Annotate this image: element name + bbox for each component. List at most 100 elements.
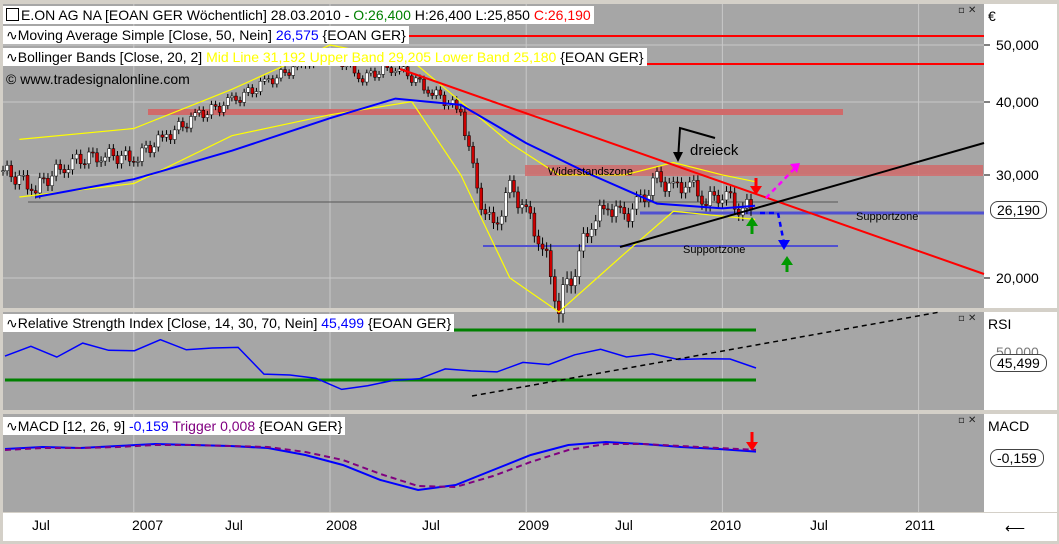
candle-body (479, 187, 483, 210)
candle-body (671, 181, 676, 184)
instrument-label: E.ON AG NA [EOAN GER Wöchentlich] 28.03.… (21, 7, 354, 23)
pane-window-buttons[interactable]: ▫ ✕ (958, 313, 977, 324)
candle-body (360, 78, 365, 83)
candle-body (74, 153, 79, 160)
candle-body (675, 181, 680, 184)
candle-body (266, 78, 271, 80)
candle-body (201, 110, 206, 118)
open-value: O:26,400 (353, 7, 411, 23)
candle-body (663, 181, 667, 192)
candle-body (475, 162, 479, 189)
macd-value: -0,159 (129, 418, 169, 434)
candle-body (700, 195, 704, 205)
dreieck-arrow (677, 126, 716, 161)
pane-window-buttons[interactable]: ▫ ✕ (958, 415, 977, 426)
candle-body (123, 150, 128, 156)
candle-body (708, 191, 712, 206)
x-tick-label: Jul (225, 517, 243, 533)
dreieck-label: dreieck (690, 142, 739, 159)
rsi-suffix: {EOAN GER} (364, 315, 452, 331)
candle-body (459, 108, 463, 113)
candle-body (577, 250, 582, 277)
candle-body (275, 77, 279, 85)
supportzone-label-2: Supportzone (683, 244, 745, 256)
candle-body (483, 209, 488, 215)
rsi-legend: ∿Relative Strength Index [Close, 14, 30,… (3, 314, 455, 332)
candle-body (87, 151, 91, 164)
resize-arrow-icon[interactable]: ⟵ (1005, 520, 1026, 536)
candle-body (62, 169, 67, 174)
price-tick: 40,000 (996, 94, 1039, 110)
candle-body (630, 208, 635, 222)
candle-body (25, 174, 30, 190)
candle-body (242, 92, 246, 103)
price-axis[interactable] (984, 4, 1057, 308)
dreieck-arrowhead (673, 152, 683, 162)
candle-body (99, 160, 103, 163)
bb-suffix: {EOAN GER} (556, 49, 644, 65)
x-tick-label: Jul (615, 517, 633, 533)
candle-body (377, 74, 381, 78)
candle-body (463, 111, 467, 136)
candle-body (683, 186, 688, 194)
wave-icon: ∿ (6, 418, 18, 434)
price-tick: 30,000 (996, 167, 1039, 183)
candle-body (291, 66, 295, 76)
candle-body (70, 158, 75, 170)
pink-arrowhead (790, 163, 800, 173)
candle-body (356, 72, 361, 80)
candle-body (614, 205, 618, 217)
x-axis (3, 513, 1057, 541)
sma-suffix: {EOAN GER} (318, 27, 406, 43)
candle-body (38, 177, 42, 194)
candle-body (401, 66, 406, 70)
candle-body (504, 192, 508, 217)
macd-name: MACD [12, 26, 9] (17, 418, 130, 434)
candle-body (602, 205, 606, 210)
x-tick-label: Jul (810, 517, 828, 533)
candle-body (610, 209, 614, 217)
candle-body (410, 75, 414, 83)
candle-body (467, 135, 471, 147)
candle-body (426, 89, 430, 94)
candle-body (365, 72, 369, 83)
candle-body (103, 156, 107, 162)
sma-legend: ∿Moving Average Simple [Close, 50, Nein]… (3, 26, 409, 44)
candle-body (598, 205, 602, 222)
pane-window-buttons[interactable]: ▫ ✕ (958, 5, 977, 16)
macd-value-tag: -0,159 (990, 449, 1044, 467)
candle-body (438, 89, 443, 96)
candle-body (724, 191, 729, 201)
candle-body (704, 203, 708, 206)
candle-body (107, 148, 112, 158)
candle-body (381, 65, 385, 75)
candle-body (692, 180, 696, 183)
candle-body (720, 199, 725, 204)
candle-body (667, 182, 672, 192)
candle-body (618, 205, 622, 208)
wave-icon: ∿ (6, 49, 18, 65)
candle-body (557, 300, 561, 314)
lower-bollinger-band (19, 101, 756, 313)
blue-arrowhead (778, 240, 790, 250)
candle-body (132, 161, 136, 163)
candle-body (414, 77, 418, 83)
candle-body (262, 78, 267, 82)
candle-body (168, 134, 173, 140)
green-up-arrowhead (746, 217, 758, 226)
candle-body (569, 278, 573, 286)
candle-body (520, 204, 524, 209)
candle-body (271, 78, 275, 85)
candle-body (553, 276, 557, 302)
candle-body (197, 110, 201, 114)
upper-bollinger-band (19, 44, 756, 183)
x-tick-label: 2008 (326, 517, 358, 533)
red-down-arrowhead-macd (746, 442, 758, 451)
candle-body (659, 171, 663, 183)
macd-trigger-line (4, 443, 757, 489)
candle-body (221, 105, 226, 113)
candle-body (226, 97, 230, 106)
candle-body (606, 208, 610, 211)
candle-body (21, 174, 26, 177)
